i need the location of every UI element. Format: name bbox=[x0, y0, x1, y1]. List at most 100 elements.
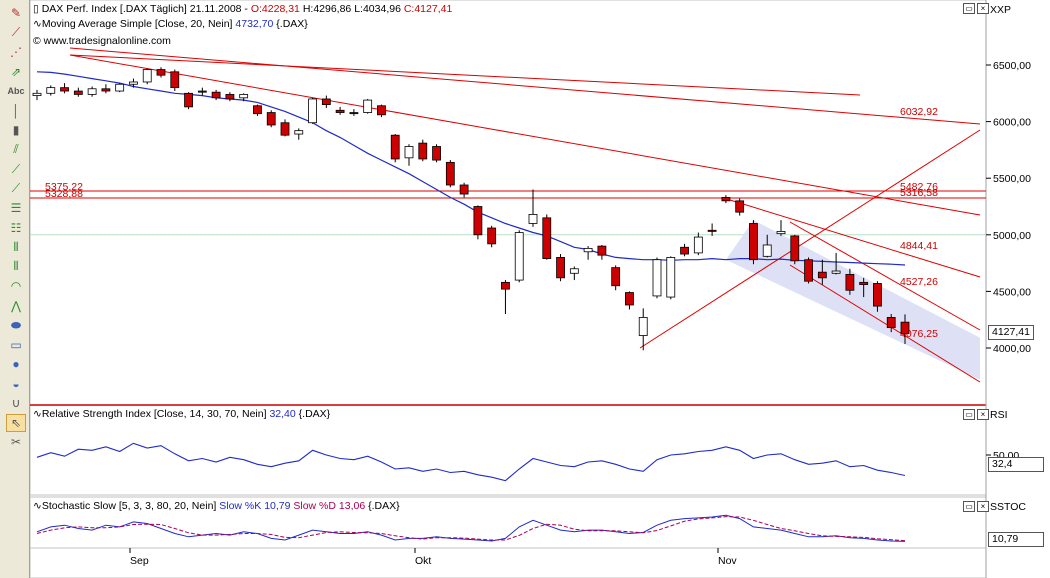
close-pane-button[interactable]: × bbox=[977, 3, 989, 14]
candle-bull bbox=[569, 268, 579, 274]
line-draw-tool-button[interactable]: ⟋ bbox=[6, 24, 26, 42]
ma-legend-suffix: {.DAX} bbox=[273, 18, 308, 30]
trend-line-value-label: 4527,26 bbox=[900, 276, 938, 288]
candle-bull bbox=[762, 244, 772, 257]
chart-area[interactable]: 6500,00 6000,00 5500,00 5000,00 4500,00 4000,… bbox=[30, 0, 1050, 578]
drawing-toolbar: ✎ ⟋ ⋰ ⇗ Abc │ ▮ ⫽ ⟋ ⟋ ☰ ☷ ⫴ ⫴ ◠ ⋀ ⬬ ▭ ● ◒ ∪ ⇖ ✂ bbox=[0, 0, 30, 578]
vertical-line-icon: │ bbox=[12, 103, 20, 118]
candle-bear bbox=[501, 281, 510, 290]
elliott-wave-tool-button[interactable]: ⋀ bbox=[6, 297, 26, 315]
candle-bear bbox=[73, 90, 83, 95]
candle-bull bbox=[776, 231, 786, 235]
line-draw-icon: ⟋ bbox=[11, 25, 21, 39]
rsi-last-marker: 32,4 bbox=[988, 457, 1044, 472]
rsi-legend-label: Relative Strength Index [Close, 14, 30, … bbox=[41, 408, 270, 420]
multi-line-tool-button[interactable]: ⋰ bbox=[6, 43, 26, 61]
ellipse-icon: ⬬ bbox=[10, 317, 22, 332]
wave-icon: ∿ bbox=[33, 18, 42, 30]
ohlc-low: L:4034,96 bbox=[354, 3, 401, 15]
candle-bear bbox=[156, 69, 166, 76]
candle-bull bbox=[308, 98, 317, 124]
time-axis-label: Nov bbox=[718, 555, 737, 567]
vertical-line-tool-button[interactable]: │ bbox=[6, 102, 26, 120]
instrument-title: DAX Perf. Index [.DAX Täglich] 21.11.200… bbox=[41, 3, 251, 15]
ruler-tool-button[interactable]: ▮ bbox=[6, 121, 26, 139]
candle-bear bbox=[873, 283, 882, 307]
fibonacci-extension-tool-button[interactable]: ☷ bbox=[6, 219, 26, 237]
speed-lines-tool-button[interactable]: ⫴ bbox=[6, 258, 26, 276]
stoch-d-label: Slow %D bbox=[290, 500, 339, 512]
arrow-tool-button[interactable]: ⇗ bbox=[6, 63, 26, 81]
ma-legend-value: 4732,70 bbox=[235, 18, 274, 30]
arc-tool-button[interactable]: ◒ bbox=[6, 375, 26, 393]
pointer-tool-button[interactable]: ⇖ bbox=[6, 413, 26, 432]
fibonacci-retracement-icon: ☰ bbox=[10, 201, 22, 215]
rectangle-icon: ▭ bbox=[10, 337, 22, 352]
circle-tool-button[interactable]: ● bbox=[6, 355, 26, 373]
price-pane bbox=[30, 0, 987, 406]
candle-bear bbox=[266, 112, 276, 126]
ellipse-tool-button[interactable]: ⬬ bbox=[6, 316, 26, 334]
pencil-tool-button[interactable]: ✎ bbox=[6, 4, 26, 22]
trend-line-value-label: 4844,41 bbox=[900, 240, 938, 252]
multi-line-icon: ⋰ bbox=[10, 45, 22, 59]
rsi-axis-title: RSI bbox=[990, 409, 1008, 421]
channel-icon: ⫽ bbox=[13, 142, 19, 156]
candle-bear bbox=[721, 197, 731, 202]
candle-bull bbox=[528, 214, 538, 224]
resistance-line bbox=[69, 54, 861, 96]
rsi-legend-value: 32,40 bbox=[269, 408, 296, 420]
magnet-tool-button[interactable]: ∪ bbox=[6, 394, 26, 412]
fibonacci-fan-tool-button[interactable]: ⟋ bbox=[6, 160, 26, 178]
text-tool-tool-button[interactable]: Abc bbox=[6, 82, 26, 100]
candle-bear bbox=[900, 321, 910, 334]
text-tool-icon: Abc bbox=[7, 86, 25, 96]
rectangle-tool-button[interactable]: ▭ bbox=[6, 336, 26, 354]
minimize-pane-button[interactable]: ▭ bbox=[963, 409, 975, 420]
circle-icon: ● bbox=[12, 357, 20, 371]
candle-bear bbox=[542, 217, 552, 259]
trend-line-value-label: 5328,88 bbox=[45, 188, 83, 200]
candle-bear bbox=[280, 122, 290, 136]
wave-icon: ∿ bbox=[33, 408, 42, 420]
candle-bear bbox=[790, 235, 800, 262]
time-axis bbox=[30, 547, 987, 578]
candle-bear bbox=[707, 229, 717, 232]
fibonacci-arcs-tool-button[interactable]: ◠ bbox=[6, 277, 26, 295]
minimize-pane-button[interactable]: ▭ bbox=[963, 3, 975, 14]
candle-bear bbox=[418, 142, 428, 160]
fibonacci-retracement-tool-button[interactable]: ☰ bbox=[6, 199, 26, 217]
delete-drawings-tool-button[interactable]: ✂ bbox=[6, 433, 26, 451]
candle-bear bbox=[321, 98, 331, 106]
arrow-icon: ⇗ bbox=[10, 64, 22, 79]
candle-bull bbox=[666, 257, 676, 298]
price-tick-label: 5500,00 bbox=[993, 173, 1031, 185]
candle-bear bbox=[253, 105, 262, 115]
andrews-pitchfork-tool-button[interactable]: ⫴ bbox=[6, 238, 26, 256]
stoch-axis-title: SSTOC bbox=[990, 501, 1026, 513]
candle-bear bbox=[445, 161, 455, 186]
fibonacci-fan-icon: ⟋ bbox=[11, 161, 21, 176]
candle-bull bbox=[294, 130, 304, 135]
candle-bull bbox=[87, 88, 97, 95]
candle-bear bbox=[735, 200, 745, 213]
gann-line-tool-button[interactable]: ⟋ bbox=[6, 180, 26, 198]
price-axis-title: XXP bbox=[990, 4, 1012, 16]
close-pane-button[interactable]: × bbox=[977, 409, 989, 420]
price-tick-label: 5000,00 bbox=[993, 230, 1031, 242]
last-price-marker: 4127,41 bbox=[988, 325, 1034, 340]
stoch-k-line bbox=[36, 514, 906, 542]
pointer-icon: ⇖ bbox=[10, 415, 22, 430]
minimize-pane-button[interactable]: ▭ bbox=[963, 501, 975, 512]
trend-line-value-label: 5482,76 bbox=[900, 181, 938, 193]
close-pane-button[interactable]: × bbox=[977, 501, 989, 512]
trend-line-value-label: 5316,58 bbox=[900, 187, 938, 199]
candle-bear bbox=[101, 88, 111, 92]
pane-icon: ▯ bbox=[33, 3, 42, 15]
stoch-k-value: 10,79 bbox=[264, 500, 291, 512]
price-tick-label: 4000,00 bbox=[993, 343, 1031, 355]
time-axis-label: Sep bbox=[130, 555, 149, 567]
channel-tool-button[interactable]: ⫽ bbox=[6, 141, 26, 159]
chart-canvas[interactable]: 6500,00 6000,00 5500,00 5000,00 4500,00 4000,… bbox=[30, 0, 1050, 578]
candle-bull bbox=[46, 87, 56, 94]
